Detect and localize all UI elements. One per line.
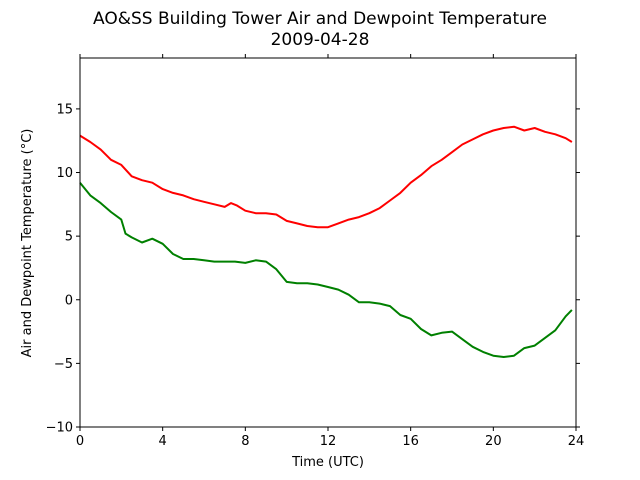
series-line-2 <box>79 182 573 358</box>
series-group <box>79 125 573 358</box>
series-line-1 <box>79 125 573 229</box>
y-tick-label: 0 <box>65 293 73 308</box>
y-tick-label: −10 <box>46 421 73 436</box>
x-tick-label: 20 <box>485 434 502 449</box>
x-axis-label: Time (UTC) <box>291 455 364 470</box>
chart-title: AO&SS Building Tower Air and Dewpoint Te… <box>93 9 547 29</box>
x-tick-label: 0 <box>76 434 84 449</box>
y-tick-label: 15 <box>56 102 73 117</box>
x-tick-label: 8 <box>241 434 249 449</box>
axis-ticks: 0 4 8 12 16 20 24 −10 −5 0 5 10 15 <box>46 54 585 449</box>
x-tick-label: 16 <box>402 434 419 449</box>
x-tick-label: 12 <box>320 434 337 449</box>
x-tick-label: 4 <box>159 434 167 449</box>
chart-subtitle: 2009-04-28 <box>271 30 370 50</box>
y-tick-label: 10 <box>56 166 73 181</box>
y-tick-label: 5 <box>65 230 73 245</box>
y-axis-label: Air and Dewpoint Temperature (°C) <box>20 129 35 358</box>
y-tick-label: −5 <box>54 357 73 372</box>
x-tick-label: 24 <box>568 434 585 449</box>
plot-frame <box>79 57 577 428</box>
